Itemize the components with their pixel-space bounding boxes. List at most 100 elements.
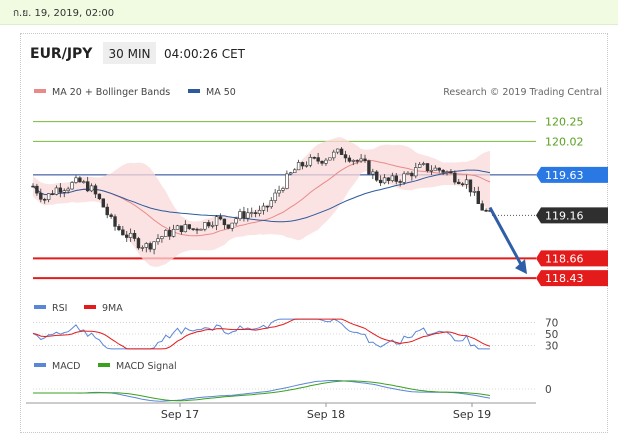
price-panel: 120.25 120.02 119.63 119.16 118.66 118.43 — [31, 116, 608, 287]
candle — [363, 158, 367, 162]
support-label: 118.43 — [545, 272, 584, 285]
projection-arrow-head — [515, 259, 527, 275]
timestamp: ก.ย. 19, 2019, 02:00 — [13, 8, 115, 19]
rsi-line — [32, 318, 490, 350]
candle — [335, 148, 340, 153]
x-tick-label: Sep 19 — [453, 408, 491, 421]
candle — [398, 181, 402, 183]
candle — [300, 162, 305, 167]
resistance-label: 120.25 — [545, 116, 584, 129]
macd-signal-line — [33, 380, 491, 402]
candle — [378, 179, 383, 184]
candle — [246, 212, 250, 219]
candle — [328, 157, 332, 161]
candle — [78, 177, 82, 183]
candle — [171, 228, 176, 237]
candle — [89, 185, 94, 192]
candle — [70, 182, 74, 190]
candle — [140, 247, 145, 249]
candle — [464, 179, 469, 185]
candle — [222, 218, 227, 226]
candle — [347, 157, 352, 162]
candle — [476, 191, 480, 205]
candle — [226, 224, 230, 229]
candle — [371, 171, 375, 175]
candle — [414, 167, 418, 177]
candle — [109, 214, 113, 217]
ma50-line — [32, 169, 491, 223]
candle — [179, 225, 184, 233]
support-tag — [536, 250, 608, 267]
candle — [316, 157, 320, 162]
x-axis: Sep 17 Sep 18 Sep 19 — [26, 402, 536, 421]
candle — [359, 158, 363, 162]
candle — [242, 211, 246, 219]
candle — [390, 175, 395, 181]
candle — [441, 169, 445, 173]
candle — [164, 230, 168, 237]
candle — [449, 171, 453, 174]
candle — [191, 228, 195, 230]
x-tick-label: Sep 17 — [161, 408, 199, 421]
candle — [320, 160, 324, 164]
macd-swatch — [34, 363, 46, 367]
candle — [152, 241, 156, 250]
candle — [35, 185, 39, 194]
symbol-title: EUR/JPY — [30, 46, 93, 62]
projection-arrow-shaft — [488, 206, 525, 269]
rsi-level-label: 70 — [545, 318, 558, 330]
candle — [207, 222, 211, 227]
macd-legend: MACD — [52, 361, 80, 372]
candle — [304, 164, 309, 167]
candle — [351, 160, 355, 162]
candle — [132, 232, 137, 239]
candle — [31, 185, 35, 188]
candle — [117, 226, 121, 231]
candle — [234, 218, 238, 224]
candle — [480, 203, 484, 211]
candle — [144, 243, 148, 248]
candle — [265, 205, 270, 208]
candle — [210, 224, 215, 227]
candle — [453, 172, 457, 183]
candle — [39, 192, 43, 200]
rsi-legend: RSI — [52, 303, 67, 314]
ma20-swatch — [34, 89, 46, 93]
candle — [375, 171, 379, 181]
candle — [203, 222, 207, 230]
rsi-ma-line — [32, 318, 491, 350]
pivot-tag — [536, 166, 608, 183]
candle — [257, 210, 262, 214]
candle — [93, 185, 98, 195]
candle — [101, 198, 106, 208]
candle — [410, 172, 414, 177]
candle — [355, 160, 359, 162]
candle — [43, 198, 47, 201]
rsi-level-label: 30 — [545, 340, 558, 352]
candle — [183, 224, 188, 233]
candle — [277, 190, 281, 194]
candle — [97, 193, 102, 200]
candle — [156, 238, 160, 243]
resistance-label: 120.02 — [545, 135, 584, 148]
candle — [421, 163, 426, 165]
candle — [468, 179, 473, 193]
signal-legend: MACD Signal — [116, 361, 177, 372]
candle — [433, 167, 438, 171]
last-price-label: 119.16 — [545, 209, 584, 222]
candle — [250, 212, 254, 214]
candle — [62, 190, 66, 193]
candle — [105, 206, 109, 216]
candle — [445, 171, 449, 173]
candle — [281, 188, 285, 191]
interval-box[interactable] — [103, 42, 156, 64]
candle — [273, 192, 277, 201]
macd-panel: MACD MACD Signal 0 — [33, 361, 552, 402]
clock-label: 04:00:26 CET — [164, 47, 246, 61]
pivot-label: 119.63 — [545, 169, 584, 182]
candle — [261, 205, 266, 211]
candle — [238, 211, 242, 220]
candle — [50, 193, 55, 195]
candle — [417, 164, 422, 168]
